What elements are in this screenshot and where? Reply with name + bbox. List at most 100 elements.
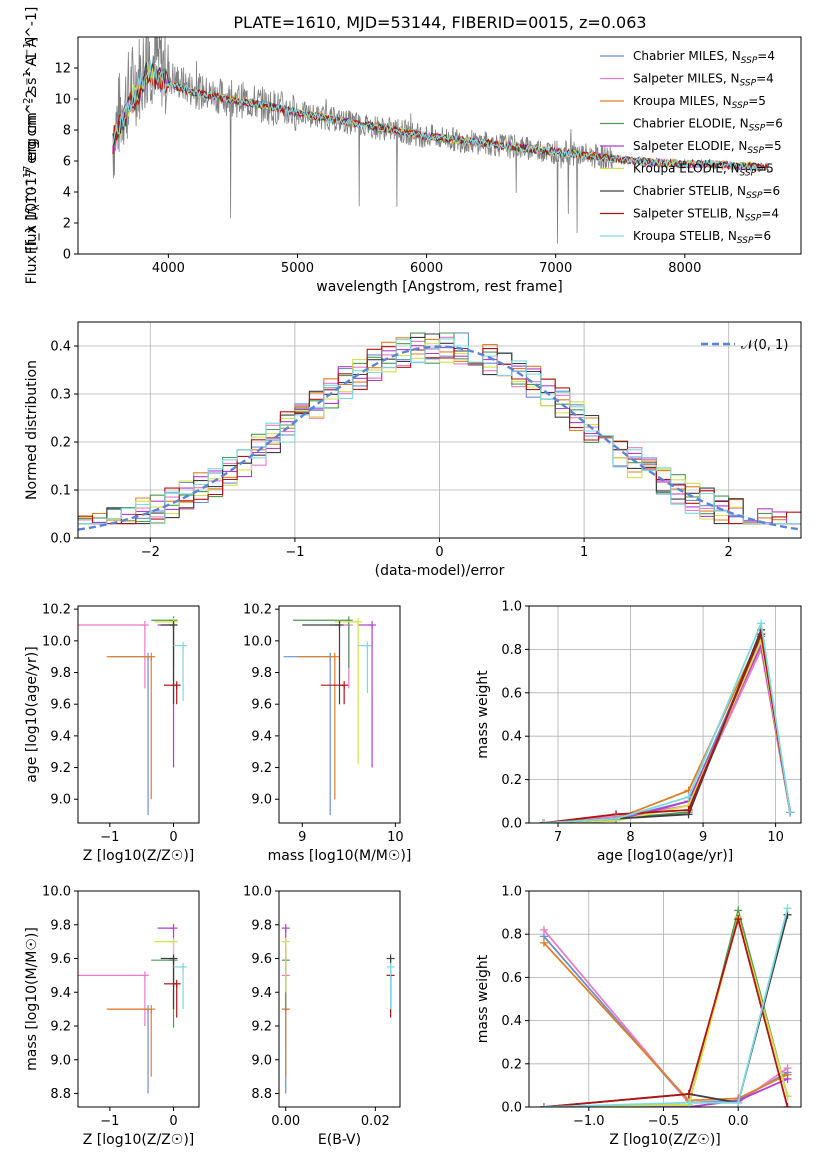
y-axis-label: Normed distribution	[24, 360, 40, 500]
y-tick-label: 9.2	[251, 1020, 272, 1035]
y-axis-label: Flux [fλ10−17 erg cm−2 s−1 A−1]	[22, 37, 42, 255]
x-tick-label: 8000	[668, 261, 701, 276]
y-tick-label: 8.8	[251, 1087, 272, 1102]
y-tick-label: 8.8	[50, 1087, 71, 1102]
x-tick-label: 1	[580, 545, 588, 560]
axes-spectrum: 4000 5000 6000 7000 8000 0 2 4 6 8 10 12 wavelength …	[22, 7, 802, 295]
data-point	[78, 621, 149, 689]
plot-area-mass_weight_vs_Z	[539, 904, 792, 1107]
legend-label: Salpeter ELODIE, NSSP=5	[633, 139, 782, 156]
y-tick-label: 9.8	[251, 666, 272, 681]
axes-residuals: −2 −1 0 1 2 0.0 0.1 0.2 0.3 0.4 (data-model)/error…	[24, 321, 802, 579]
axes-frame	[77, 605, 200, 824]
mass-weight-line	[543, 908, 789, 1107]
y-tick-label: 0.4	[501, 1014, 522, 1029]
residual-histogram	[78, 338, 801, 525]
x-axis-label: age [log10(age/yr)]	[597, 848, 733, 864]
data-point	[281, 1005, 290, 1077]
y-tick-label: 4	[63, 186, 71, 201]
x-tick-label: 5000	[281, 261, 314, 276]
x-tick-label: −1	[100, 1114, 119, 1129]
data-point	[106, 1005, 156, 1077]
y-tick-label: 9.6	[50, 952, 71, 967]
y-tick-label: 0.3	[50, 388, 71, 403]
y-tick-label: 0.0	[501, 817, 522, 832]
data-point	[157, 621, 178, 768]
data-point	[160, 621, 178, 705]
y-tick-label: 9.8	[50, 918, 71, 933]
plot-area-mass_vs_Z	[78, 924, 188, 1094]
y-tick-label: 10.0	[42, 634, 71, 649]
plot-area-residuals	[78, 332, 801, 531]
y-tick-label: 0.4	[501, 730, 522, 745]
legend-label: Kroupa ELODIE, NSSP=5	[633, 162, 774, 179]
axes-mass_vs_ebv: 0.00 0.02 8.8 9.0 9.2 9.4 9.6 9.8 10.0 E(B-V)	[243, 885, 401, 1148]
y-tick-label: 10.0	[243, 634, 272, 649]
y-tick-label: 9.4	[251, 986, 272, 1001]
x-tick-label: 7	[554, 830, 562, 845]
plot-area-age_vs_Z	[78, 616, 188, 816]
y-tick-label: 12	[54, 62, 71, 77]
axes-mass_weight_vs_age: 7 8 9 10 0.0 0.2 0.4 0.6 0.8 1.0 age [log10(age/yr…	[475, 600, 802, 864]
x-axis-label: Z [log10(Z/Z☉)]	[83, 1132, 195, 1148]
x-tick-label: 10	[387, 830, 404, 845]
y-tick-label: 9.6	[50, 698, 71, 713]
mass-weight-line	[543, 644, 791, 823]
axes-mass_weight_vs_Z: −1.0 −0.5 0.0 0.0 0.2 0.4 0.6 0.8 1.0 Z [log10(Z/…	[475, 885, 802, 1148]
data-point	[358, 641, 372, 694]
normal-curve	[78, 345, 801, 531]
x-tick-label: 6000	[410, 261, 443, 276]
axes-frame	[278, 605, 401, 824]
y-axis-label: age [log10(age/yr)]	[24, 646, 40, 782]
data-point	[297, 652, 339, 800]
y-tick-label: 10.2	[42, 603, 71, 618]
y-tick-label: 0.8	[501, 928, 522, 943]
y-tick-label: 10.2	[243, 603, 272, 618]
data-point	[78, 971, 149, 1026]
plot-area-spectrum	[112, 37, 769, 244]
plot-area-age_vs_mass	[283, 616, 377, 816]
data-point	[109, 1005, 153, 1094]
y-tick-label: 9.6	[251, 952, 272, 967]
data-point	[330, 621, 353, 689]
x-tick-label: 9	[298, 830, 306, 845]
y-tick-label: 0.6	[501, 686, 522, 701]
y-tick-label: 9.8	[50, 666, 71, 681]
y-tick-label: 9.4	[50, 986, 71, 1001]
model-spectrum-line	[112, 60, 763, 172]
data-point	[302, 621, 344, 705]
x-tick-label: 0	[169, 830, 177, 845]
y-tick-label: 1.0	[501, 600, 522, 615]
y-tick-label: 0.4	[50, 340, 71, 355]
plots-layer: 4000 5000 6000 7000 8000024681012wavelength …	[22, 7, 802, 1148]
mass-weight-line	[543, 914, 789, 1107]
x-axis-label: Z [log10(Z/Z☉)]	[609, 1132, 721, 1148]
y-tick-label: 0.1	[50, 484, 71, 499]
y-tick-label: 9.0	[50, 793, 71, 808]
data-point	[386, 962, 395, 1010]
mass-weight-line	[543, 942, 788, 1102]
y-tick-label: 9.4	[50, 729, 71, 744]
mass-weight-line	[543, 1078, 788, 1107]
y-axis-label: Flux [f_λ 10^-17 erg cm^-2 s^-1 A^-1]	[24, 7, 40, 285]
legend-label: Salpeter MILES, NSSP=4	[633, 72, 774, 89]
mass-weight-line	[543, 916, 789, 1107]
data-point	[358, 621, 377, 768]
data-point	[163, 681, 181, 705]
y-tick-label: 10.0	[42, 885, 71, 900]
y-tick-label: 10.0	[243, 885, 272, 900]
y-tick-label: 0.8	[501, 643, 522, 658]
plot-area-mass_weight_vs_age	[539, 619, 795, 823]
y-tick-label: 9.8	[251, 918, 272, 933]
mass-weight-line	[543, 918, 789, 1107]
legend-label: Salpeter STELIB, NSSP=4	[633, 207, 779, 224]
y-tick-label: 0.0	[50, 532, 71, 547]
y-tick-label: 0.2	[50, 436, 71, 451]
x-tick-label: 9	[699, 830, 707, 845]
plot-area-mass_vs_ebv	[281, 924, 395, 1094]
y-tick-label: 9.0	[251, 793, 272, 808]
x-tick-label: 0.0	[728, 1114, 749, 1129]
data-point	[157, 924, 178, 988]
y-tick-label: 0.6	[501, 971, 522, 986]
data-point	[163, 979, 181, 1018]
